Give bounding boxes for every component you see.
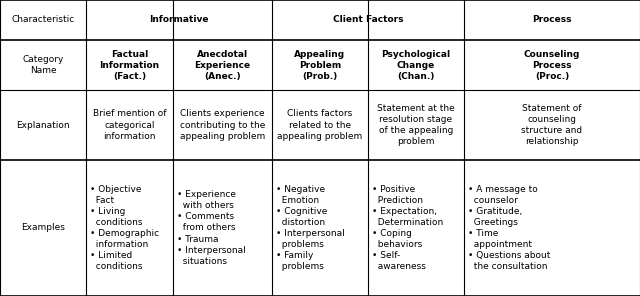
Text: Characteristic: Characteristic	[12, 15, 75, 25]
Text: Counseling
Process
(Proc.): Counseling Process (Proc.)	[524, 49, 580, 81]
Text: Appealing
Problem
(Prob.): Appealing Problem (Prob.)	[294, 49, 346, 81]
Text: Examples: Examples	[21, 223, 65, 232]
Text: • Experience
  with others
• Comments
  from others
• Trauma
• Interpersonal
  s: • Experience with others • Comments from…	[177, 190, 245, 266]
Text: • Objective
  Fact
• Living
  conditions
• Demographic
  information
• Limited
 : • Objective Fact • Living conditions • D…	[90, 185, 159, 271]
Text: • A message to
  counselor
• Gratitude,
  Greetings
• Time
  appointment
• Quest: • A message to counselor • Gratitude, Gr…	[468, 185, 550, 271]
Text: Client Factors: Client Factors	[333, 15, 403, 25]
Text: Factual
Information
(Fact.): Factual Information (Fact.)	[100, 49, 159, 81]
Text: Process: Process	[532, 15, 572, 25]
Text: Informative: Informative	[150, 15, 209, 25]
Text: Category
Name: Category Name	[22, 55, 64, 75]
Text: • Negative
  Emotion
• Cognitive
  distortion
• Interpersonal
  problems
• Famil: • Negative Emotion • Cognitive distortio…	[276, 185, 344, 271]
Text: Explanation: Explanation	[17, 120, 70, 130]
Text: Psychological
Change
(Chan.): Psychological Change (Chan.)	[381, 49, 451, 81]
Text: Clients experience
contributing to the
appealing problem: Clients experience contributing to the a…	[180, 110, 265, 141]
Text: Statement at the
resolution stage
of the appealing
problem: Statement at the resolution stage of the…	[377, 104, 455, 146]
Text: Clients factors
related to the
appealing problem: Clients factors related to the appealing…	[277, 110, 363, 141]
Text: • Positive
  Prediction
• Expectation,
  Determination
• Coping
  behaviors
• Se: • Positive Prediction • Expectation, Det…	[372, 185, 443, 271]
Text: Anecdotal
Experience
(Anec.): Anecdotal Experience (Anec.)	[195, 49, 250, 81]
Text: Brief mention of
categorical
information: Brief mention of categorical information	[93, 110, 166, 141]
Text: Statement of
counseling
structure and
relationship: Statement of counseling structure and re…	[522, 104, 582, 146]
